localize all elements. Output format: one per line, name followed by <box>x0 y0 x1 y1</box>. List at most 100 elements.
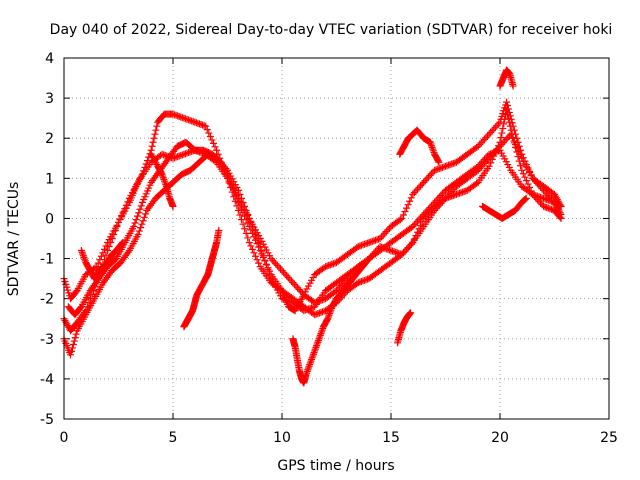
data-point <box>295 285 303 293</box>
x-tick-label: 0 <box>60 430 69 446</box>
data-point <box>501 115 509 123</box>
data-point <box>306 361 314 369</box>
data-point <box>280 268 288 276</box>
data-point <box>474 142 482 150</box>
y-tick-label: 1 <box>45 171 54 187</box>
data-point <box>484 132 492 140</box>
data-point <box>111 226 119 234</box>
data-point <box>71 334 79 342</box>
data-point <box>421 177 429 185</box>
data-point <box>382 228 390 236</box>
data-point <box>294 284 302 292</box>
data-point <box>479 137 487 145</box>
data-point <box>412 187 420 195</box>
data-point <box>530 176 538 184</box>
data-point <box>217 159 225 167</box>
data-point <box>248 245 256 253</box>
data-point <box>97 252 105 260</box>
data-point <box>281 270 289 278</box>
data-point <box>264 264 272 272</box>
data-point <box>77 247 85 255</box>
data-point <box>180 323 188 331</box>
data-point <box>161 179 169 187</box>
data-point <box>482 134 490 142</box>
data-point <box>214 156 222 164</box>
data-point <box>256 247 264 255</box>
data-point <box>506 122 514 130</box>
data-point <box>244 210 252 218</box>
data-point <box>206 133 214 141</box>
y-tick-label: 0 <box>45 211 54 227</box>
data-point <box>473 179 481 187</box>
data-point <box>403 204 411 212</box>
data-point <box>115 218 122 226</box>
data-point <box>420 210 428 218</box>
data-point <box>407 240 415 248</box>
data-point <box>308 354 316 362</box>
data-point <box>238 194 246 202</box>
data-point <box>242 216 250 224</box>
data-point <box>67 347 75 355</box>
data-point <box>124 248 132 256</box>
data-point <box>314 336 322 344</box>
data-point <box>241 202 249 210</box>
data-point <box>231 188 239 196</box>
data-point <box>72 330 80 338</box>
data-point <box>242 229 250 237</box>
data-point <box>297 287 305 295</box>
data-point <box>404 201 412 209</box>
data-point <box>508 134 516 142</box>
data-point <box>253 256 261 264</box>
data-point <box>491 123 499 131</box>
data-point <box>521 173 529 181</box>
data-point <box>289 279 297 287</box>
data-point <box>499 124 507 132</box>
data-point <box>137 202 145 210</box>
data-point <box>220 163 228 171</box>
x-axis-label: GPS time / hours <box>277 458 394 474</box>
data-point <box>379 231 387 239</box>
data-point <box>517 162 525 170</box>
data-point <box>110 230 118 238</box>
y-tick-label: 4 <box>45 51 54 67</box>
data-point <box>429 200 437 208</box>
data-point <box>401 247 409 255</box>
data-point <box>104 247 112 255</box>
chart-title: Day 040 of 2022, Sidereal Day-to-day VTE… <box>50 22 613 38</box>
data-point <box>67 351 75 359</box>
data-point <box>82 259 90 267</box>
data-point <box>413 217 421 225</box>
data-point <box>428 143 436 151</box>
data-point <box>234 206 242 214</box>
data-point <box>510 137 518 145</box>
data-point <box>406 197 414 205</box>
data-point <box>130 222 138 230</box>
data-point <box>311 345 319 353</box>
data-point <box>135 227 143 235</box>
data-point <box>252 236 260 244</box>
data-point <box>398 251 406 259</box>
data-point <box>252 252 260 260</box>
data-point <box>132 216 140 224</box>
y-tick-label: -2 <box>40 292 54 308</box>
data-point <box>476 161 484 169</box>
data-point <box>241 212 249 220</box>
data-point <box>94 259 102 267</box>
axes <box>63 57 610 420</box>
grid <box>64 58 609 419</box>
series-fragment-g <box>479 194 530 222</box>
data-point <box>68 344 76 352</box>
data-point <box>438 190 446 198</box>
y-tick-label: -5 <box>40 412 54 428</box>
data-point <box>222 165 230 173</box>
y-tick-label: -1 <box>40 252 54 268</box>
data-point <box>316 333 324 341</box>
data-point <box>241 225 249 233</box>
data-point <box>497 134 505 142</box>
data-point <box>142 210 150 218</box>
data-point <box>413 185 421 193</box>
data-point <box>501 137 509 145</box>
data-point <box>269 256 277 264</box>
data-point <box>124 198 132 206</box>
series-fragment-h <box>496 66 517 90</box>
